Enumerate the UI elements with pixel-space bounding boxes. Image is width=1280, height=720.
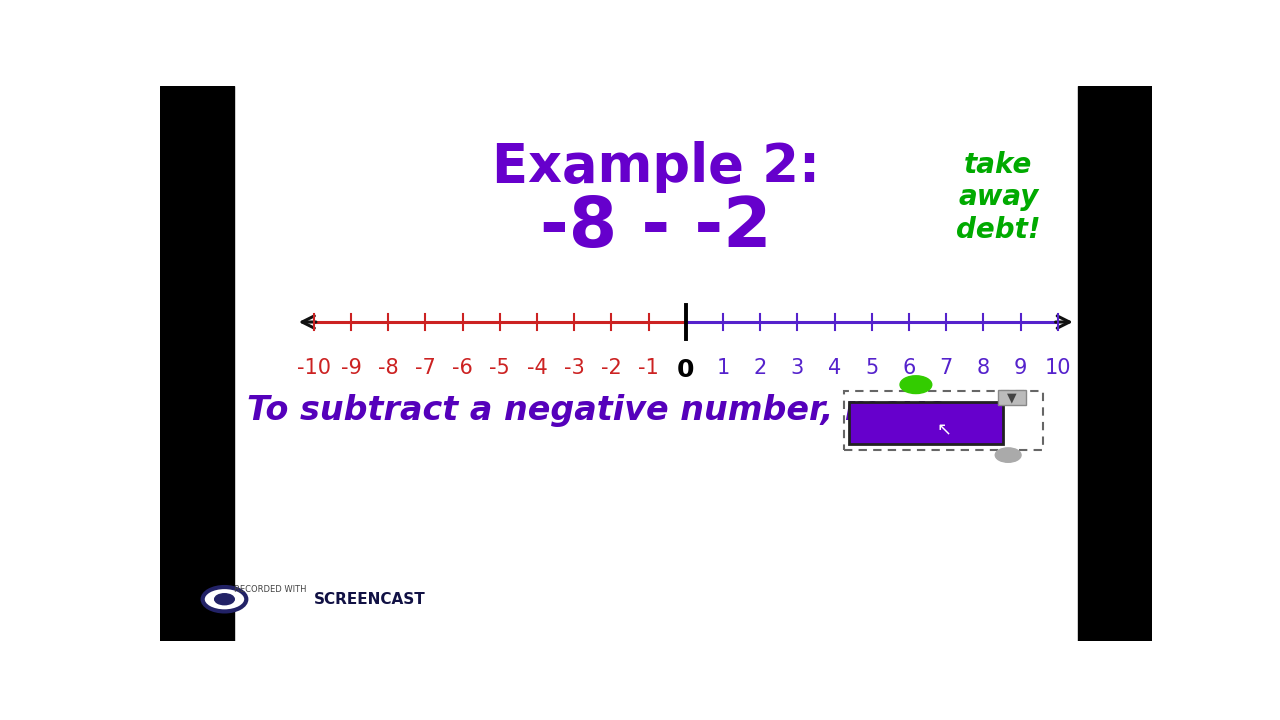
Text: 0: 0 xyxy=(677,358,695,382)
Text: -2: -2 xyxy=(602,358,622,378)
Text: -10: -10 xyxy=(297,358,330,378)
Text: SCREENCAST: SCREENCAST xyxy=(314,592,425,607)
Circle shape xyxy=(215,594,234,605)
Text: ↖: ↖ xyxy=(936,421,951,439)
Bar xyxy=(845,392,1043,449)
Text: 4: 4 xyxy=(828,358,841,378)
Text: RECORDED WITH: RECORDED WITH xyxy=(234,585,307,594)
Text: -8: -8 xyxy=(378,358,398,378)
Circle shape xyxy=(202,587,246,611)
Text: -4: -4 xyxy=(526,358,548,378)
Text: 8: 8 xyxy=(977,358,989,378)
Text: To subtract a negative number, move: To subtract a negative number, move xyxy=(247,395,946,427)
Text: ▼: ▼ xyxy=(1007,391,1016,404)
Text: -9: -9 xyxy=(340,358,361,378)
Text: 5: 5 xyxy=(865,358,878,378)
Text: 1: 1 xyxy=(717,358,730,378)
Bar xyxy=(998,390,1027,405)
Text: 2: 2 xyxy=(754,358,767,378)
Text: -5: -5 xyxy=(489,358,511,378)
Text: -7: -7 xyxy=(415,358,435,378)
Text: 3: 3 xyxy=(791,358,804,378)
Circle shape xyxy=(900,376,932,394)
Bar xyxy=(850,402,1004,444)
Text: 7: 7 xyxy=(940,358,952,378)
Text: take
away
debt!: take away debt! xyxy=(956,151,1041,243)
Text: -3: -3 xyxy=(563,358,585,378)
Text: -6: -6 xyxy=(452,358,474,378)
Bar xyxy=(1078,86,1152,641)
Circle shape xyxy=(996,448,1021,462)
Text: 10: 10 xyxy=(1044,358,1071,378)
Text: 6: 6 xyxy=(902,358,915,378)
Text: 9: 9 xyxy=(1014,358,1028,378)
Text: Example 2:: Example 2: xyxy=(492,141,820,193)
Bar xyxy=(160,86,234,641)
Text: -8 - -2: -8 - -2 xyxy=(540,194,772,261)
Text: -1: -1 xyxy=(639,358,659,378)
